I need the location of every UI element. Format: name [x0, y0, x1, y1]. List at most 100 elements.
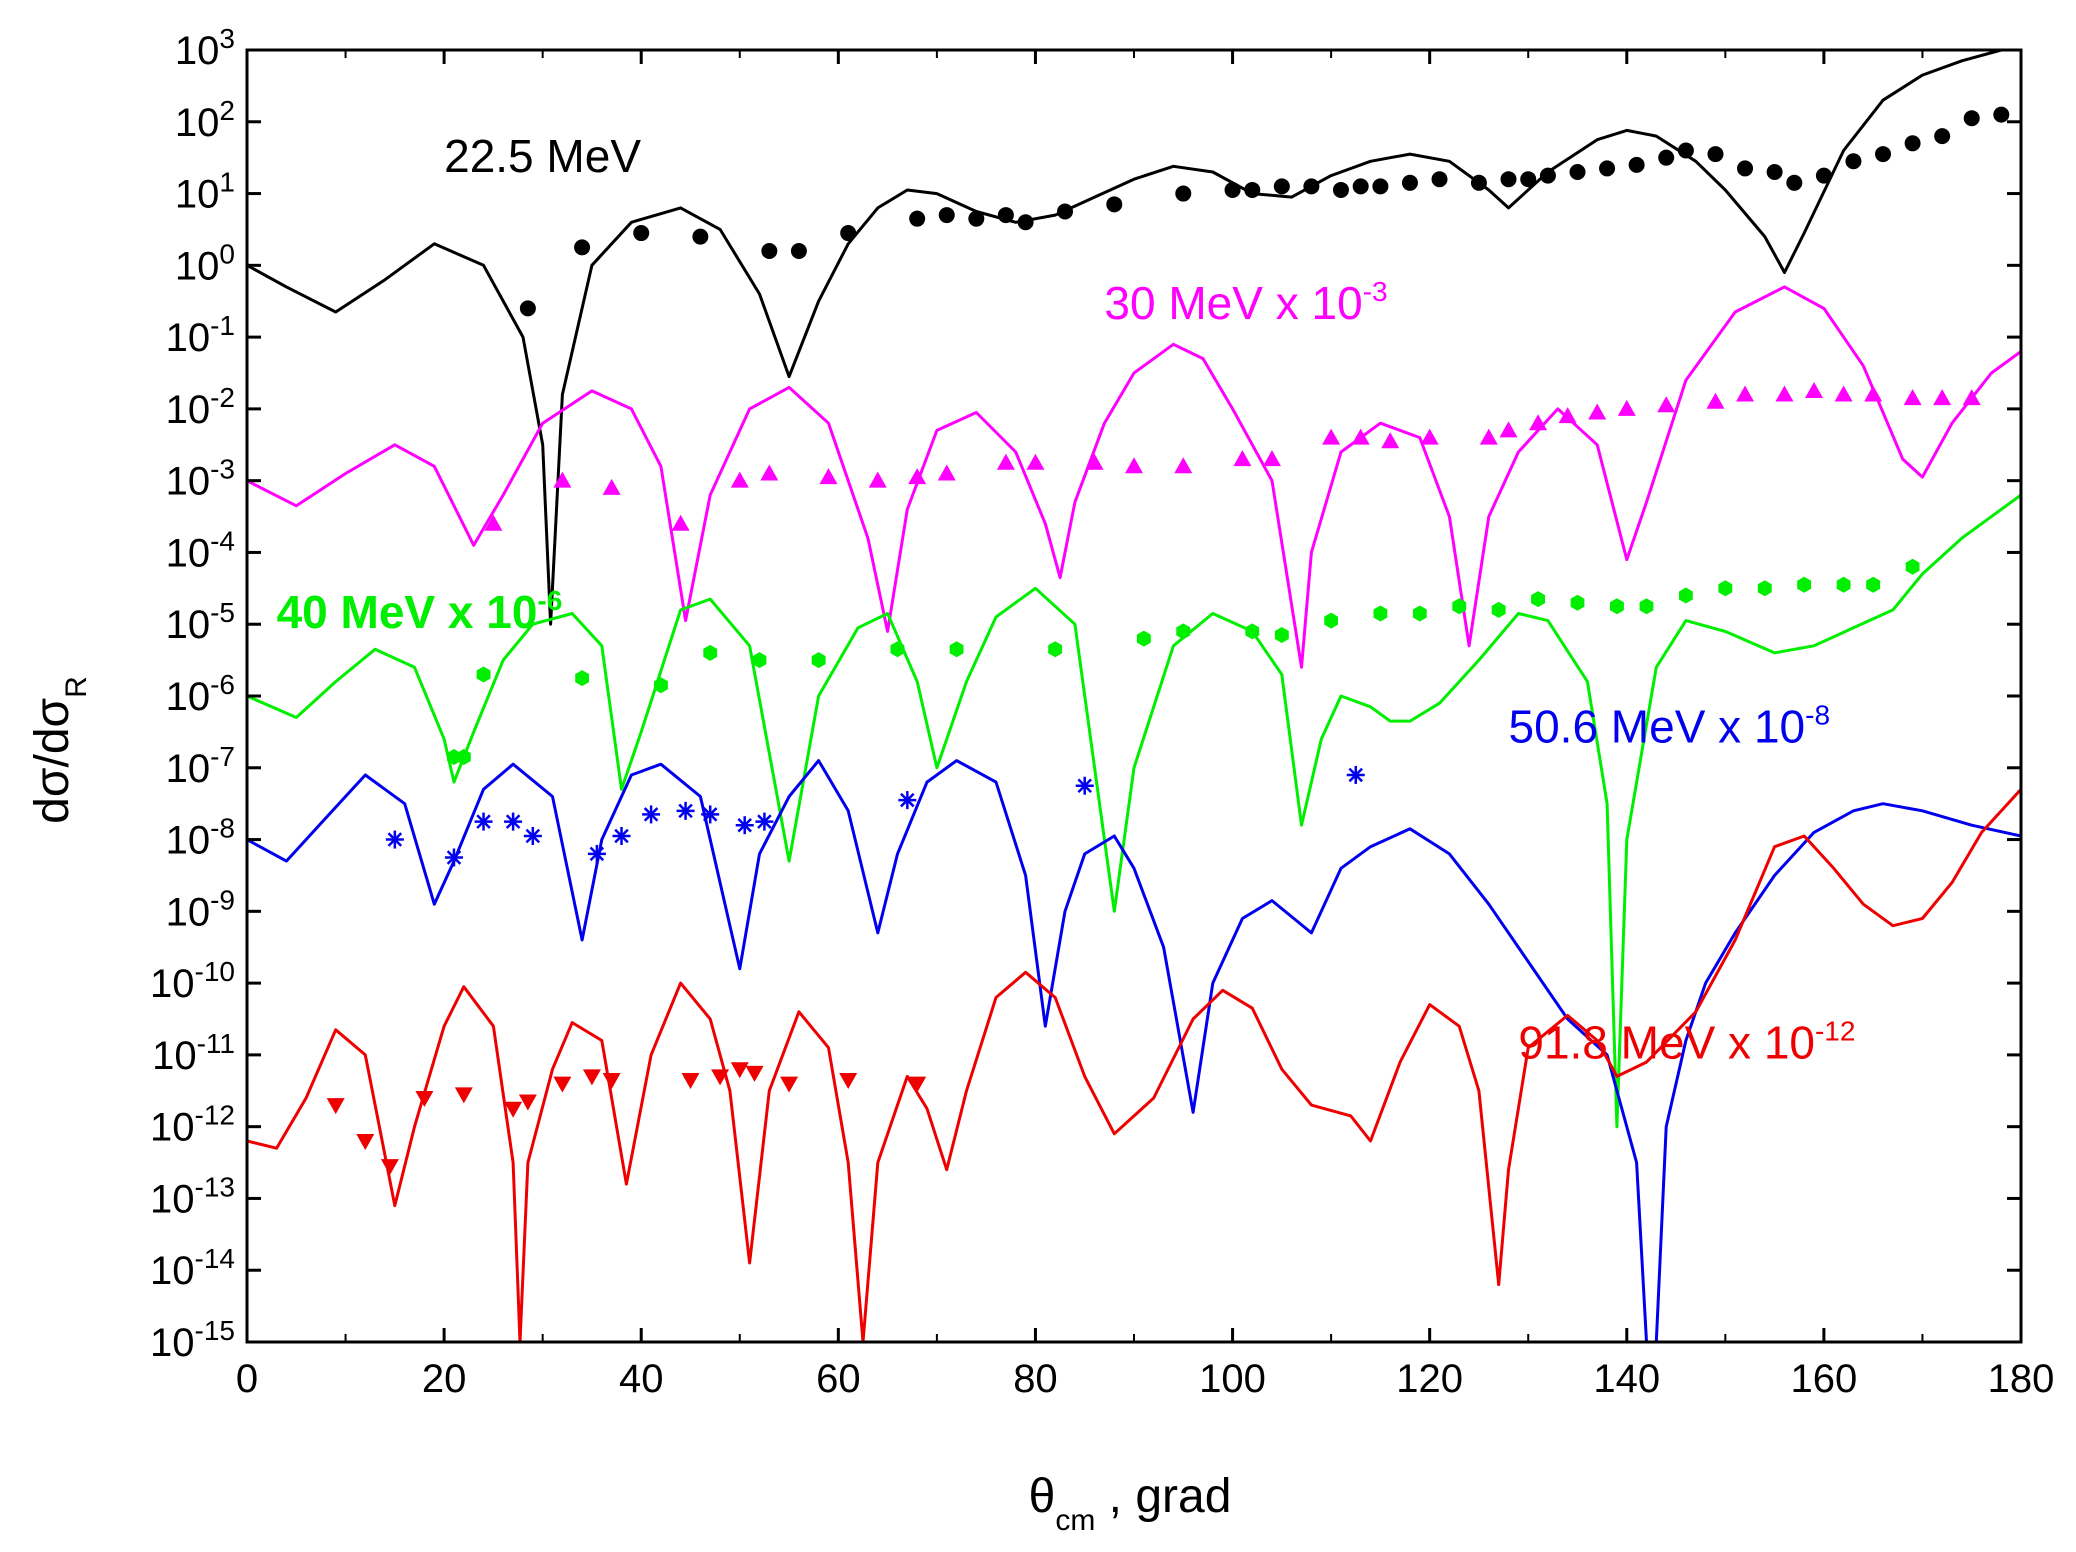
data-point [711, 1069, 730, 1086]
x-tick-label: 40 [619, 1357, 664, 1401]
y-tick-base: 10 [166, 460, 211, 504]
y-tick-base: 10 [166, 388, 211, 432]
data-point [415, 1090, 434, 1107]
asterisk-stroke [387, 832, 403, 847]
y-tick-exponent: -13 [195, 1171, 235, 1202]
data-point [1431, 171, 1448, 188]
data-point [356, 1134, 375, 1151]
series-labels: 22.5 MeV 30 MeV x 10-3 40 MeV x 10-6 50.6 M… [277, 130, 1856, 1068]
y-tick-label: 10-9 [166, 884, 235, 934]
y-tick-label: 10-3 [166, 454, 235, 504]
data-point [1500, 171, 1517, 188]
asterisk-stroke [702, 807, 718, 822]
y-tick-label: 10-12 [150, 1100, 235, 1150]
y-tick-exponent: -1 [210, 310, 235, 341]
data-point [735, 816, 754, 835]
series-label-text: 30 MeV x 10 [1104, 277, 1362, 329]
y-tick-exponent: 3 [219, 23, 235, 54]
data-point [1499, 421, 1518, 438]
x-tick-label: 160 [1791, 1357, 1858, 1401]
y-tick-exponent: -8 [210, 813, 235, 844]
data-point [1245, 623, 1260, 640]
data-point [937, 464, 956, 481]
data-point [454, 1087, 473, 1104]
data-point [1864, 385, 1883, 402]
y-tick-exponent: -3 [210, 454, 235, 485]
data-point [909, 210, 926, 227]
y-tick-label: 10-11 [152, 1028, 235, 1078]
data-point [1962, 389, 1981, 406]
data-point [1677, 142, 1694, 159]
x-tick-label: 80 [1013, 1357, 1058, 1401]
series-label-exponent: -6 [537, 585, 562, 616]
data-point [523, 826, 542, 845]
y-tick-base: 10 [150, 1249, 195, 1293]
data-point [890, 641, 905, 658]
data-point [1372, 178, 1389, 195]
data-point [1657, 396, 1676, 413]
data-point [587, 844, 606, 863]
y-tick-exponent: 1 [219, 167, 235, 198]
data-point [504, 812, 523, 831]
y-tick-exponent: -14 [195, 1243, 235, 1274]
data-point [1174, 457, 1193, 474]
data-point [574, 239, 591, 256]
y-tick-label: 10-7 [166, 741, 235, 791]
x-tick-label: 0 [236, 1357, 258, 1401]
data-point [575, 670, 589, 687]
data-point [1639, 598, 1654, 615]
series-label-2: 30 MeV x 10-3 [1104, 276, 1387, 329]
data-point [1420, 428, 1439, 445]
data-point [839, 1073, 858, 1090]
data-point [1085, 453, 1104, 470]
data-point [1244, 181, 1261, 198]
y-tick-label: 10-4 [166, 525, 235, 575]
data-point [602, 478, 621, 495]
data-point [730, 471, 749, 488]
data-point [553, 1076, 572, 1093]
data-point [1617, 399, 1636, 416]
data-point [484, 514, 503, 531]
series-label-3: 40 MeV x 10-6 [277, 585, 563, 638]
data-point [811, 652, 826, 669]
data-point [701, 805, 720, 824]
data-point [1176, 623, 1191, 640]
data-point [968, 210, 985, 227]
data-point [1125, 457, 1143, 474]
y-tick-label: 102 [175, 95, 235, 145]
y-tick-base: 10 [150, 962, 195, 1006]
data-point [380, 1159, 399, 1176]
series-1 [247, 50, 2021, 626]
y-tick-exponent: -6 [210, 669, 235, 700]
y-tick-label: 100 [175, 238, 235, 288]
data-point [1903, 389, 1922, 406]
data-point [1658, 149, 1675, 166]
series-curve [247, 285, 2021, 669]
data-point [1933, 389, 1952, 406]
y-tick-base: 10 [166, 747, 211, 791]
asterisk-stroke [1348, 767, 1363, 783]
data-point [1273, 178, 1290, 195]
y-tick-exponent: 2 [219, 95, 235, 126]
data-point [780, 1076, 799, 1093]
series-label-exponent: -8 [1805, 700, 1830, 731]
data-point [553, 471, 572, 488]
data-point [1628, 156, 1645, 173]
data-point [1786, 174, 1803, 191]
asterisk-stroke [525, 828, 541, 844]
data-point [1834, 385, 1853, 402]
data-point [1875, 146, 1892, 163]
data-point [1274, 627, 1289, 643]
data-point [681, 1073, 700, 1090]
data-point [1324, 612, 1338, 629]
data-point [898, 791, 917, 810]
plot-area [247, 50, 2021, 1342]
asterisk-stroke [446, 850, 462, 865]
y-tick-base: 10 [166, 531, 211, 575]
series-curve [247, 788, 2021, 1342]
y-tick-base: 10 [152, 1034, 197, 1078]
series-label-exponent: -12 [1815, 1015, 1855, 1046]
data-point [1531, 591, 1545, 608]
series-label-4: 50.6 MeV x 10-8 [1509, 700, 1831, 753]
